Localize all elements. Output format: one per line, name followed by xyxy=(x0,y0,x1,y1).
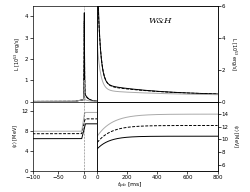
Y-axis label: L [10$^{53}$ erg/s]: L [10$^{53}$ erg/s] xyxy=(228,36,238,71)
Text: $t_{pb}$ [ms]: $t_{pb}$ [ms] xyxy=(117,181,143,191)
Text: W&H: W&H xyxy=(148,17,172,25)
Y-axis label: $\langle\epsilon\rangle$ [MeV]: $\langle\epsilon\rangle$ [MeV] xyxy=(12,124,20,148)
Y-axis label: $\langle\epsilon\rangle$ [MeV]: $\langle\epsilon\rangle$ [MeV] xyxy=(232,124,240,148)
Y-axis label: L [10$^{53}$ erg/s]: L [10$^{53}$ erg/s] xyxy=(13,36,24,71)
